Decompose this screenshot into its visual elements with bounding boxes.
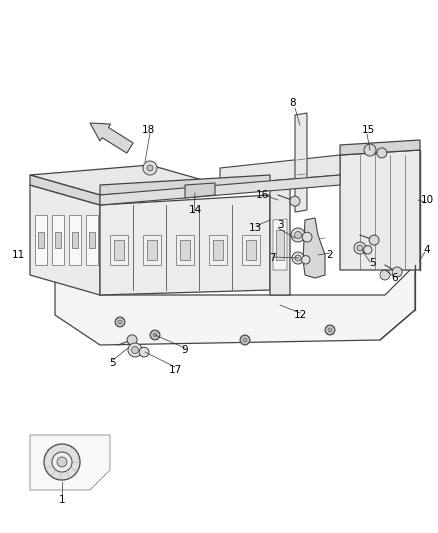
Circle shape (380, 270, 390, 280)
Circle shape (294, 231, 301, 238)
Polygon shape (340, 140, 420, 155)
Polygon shape (55, 265, 415, 345)
Polygon shape (213, 240, 223, 260)
Polygon shape (38, 232, 44, 248)
Polygon shape (176, 235, 194, 265)
Polygon shape (30, 435, 110, 490)
Circle shape (377, 148, 387, 158)
Polygon shape (30, 175, 100, 205)
Polygon shape (303, 218, 325, 278)
Circle shape (115, 317, 125, 327)
Text: 12: 12 (293, 310, 307, 320)
Circle shape (52, 452, 72, 472)
Circle shape (57, 457, 67, 467)
Circle shape (143, 161, 157, 175)
Polygon shape (35, 215, 47, 265)
Circle shape (139, 347, 149, 357)
Circle shape (150, 330, 160, 340)
Circle shape (364, 144, 376, 156)
Circle shape (240, 335, 250, 345)
Polygon shape (276, 230, 284, 260)
Circle shape (364, 246, 372, 254)
Text: 5: 5 (369, 258, 375, 268)
Circle shape (128, 343, 142, 357)
Text: 18: 18 (141, 125, 155, 135)
Circle shape (302, 256, 310, 264)
Polygon shape (242, 235, 260, 265)
Circle shape (243, 338, 247, 342)
Text: 17: 17 (168, 365, 182, 375)
Polygon shape (209, 235, 227, 265)
Polygon shape (295, 113, 307, 212)
Polygon shape (30, 165, 220, 195)
Circle shape (147, 165, 153, 171)
Circle shape (392, 267, 402, 277)
Text: 14: 14 (188, 205, 201, 215)
Circle shape (127, 335, 137, 345)
Polygon shape (100, 175, 270, 195)
Text: 4: 4 (424, 245, 430, 255)
Circle shape (295, 255, 301, 261)
Circle shape (131, 346, 138, 353)
Polygon shape (52, 215, 64, 265)
Polygon shape (89, 232, 95, 248)
Circle shape (116, 318, 124, 327)
Text: 6: 6 (392, 273, 398, 283)
Polygon shape (185, 183, 215, 198)
Polygon shape (143, 235, 161, 265)
Text: 13: 13 (248, 223, 261, 233)
Circle shape (290, 196, 300, 206)
Polygon shape (147, 240, 157, 260)
Polygon shape (72, 232, 78, 248)
Polygon shape (86, 215, 98, 265)
Text: 7: 7 (268, 253, 276, 263)
Text: 11: 11 (11, 250, 25, 260)
Polygon shape (69, 215, 81, 265)
Text: 2: 2 (327, 250, 333, 260)
Circle shape (44, 444, 80, 480)
Polygon shape (273, 219, 287, 270)
Text: 5: 5 (109, 358, 115, 368)
Text: 9: 9 (182, 345, 188, 355)
Polygon shape (270, 183, 290, 295)
Polygon shape (246, 240, 256, 260)
Circle shape (292, 252, 304, 264)
Circle shape (302, 232, 312, 242)
FancyArrow shape (90, 123, 133, 153)
Circle shape (357, 245, 363, 251)
Polygon shape (30, 185, 100, 295)
Circle shape (369, 235, 379, 245)
Circle shape (151, 330, 159, 340)
Polygon shape (100, 195, 270, 295)
Polygon shape (180, 240, 190, 260)
Text: 15: 15 (361, 125, 374, 135)
Circle shape (153, 333, 157, 337)
Circle shape (118, 320, 122, 324)
Polygon shape (100, 175, 340, 205)
Circle shape (240, 335, 250, 344)
Circle shape (291, 228, 305, 242)
Polygon shape (110, 235, 128, 265)
Polygon shape (114, 240, 124, 260)
Circle shape (325, 326, 335, 335)
Text: 10: 10 (420, 195, 434, 205)
Polygon shape (340, 150, 420, 270)
Circle shape (325, 325, 335, 335)
Polygon shape (220, 155, 340, 185)
Circle shape (354, 242, 366, 254)
Circle shape (328, 328, 332, 332)
Text: 1: 1 (59, 495, 65, 505)
Text: 3: 3 (277, 220, 283, 230)
Text: 16: 16 (255, 190, 268, 200)
Text: 8: 8 (290, 98, 297, 108)
Polygon shape (55, 232, 61, 248)
